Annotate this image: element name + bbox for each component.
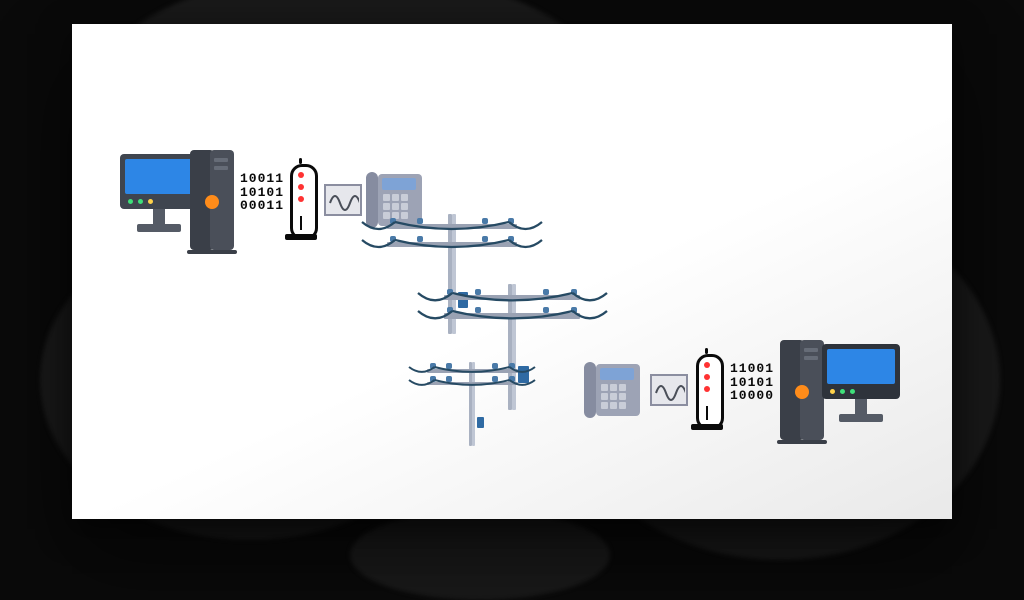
led-icon bbox=[148, 199, 153, 204]
phone-key bbox=[601, 402, 608, 409]
modem-base bbox=[691, 424, 723, 430]
phone-key bbox=[392, 194, 399, 201]
led-icon bbox=[128, 199, 133, 204]
phone-key bbox=[610, 384, 617, 391]
modem-antenna-icon bbox=[299, 158, 302, 164]
phone-key bbox=[383, 203, 390, 210]
monitor-stand-base bbox=[839, 414, 883, 422]
phone-key bbox=[619, 384, 626, 391]
modem-led-icon bbox=[298, 184, 304, 190]
monitor-screen bbox=[827, 349, 895, 384]
tower-drive-bay bbox=[214, 158, 228, 162]
pole-wire bbox=[418, 307, 607, 349]
computer-tower-icon bbox=[780, 340, 824, 440]
modem-vent bbox=[300, 216, 302, 230]
monitor-stand-base bbox=[137, 224, 181, 232]
modem-icon bbox=[696, 348, 728, 436]
modem-vent bbox=[706, 406, 708, 420]
phone-key bbox=[401, 203, 408, 210]
tower-drive-bay bbox=[214, 166, 228, 170]
monitor-led-strip bbox=[830, 387, 855, 395]
tower-drive-bay bbox=[804, 348, 818, 352]
pole-wire bbox=[409, 376, 535, 404]
computer-monitor-icon bbox=[822, 344, 900, 436]
phone-key bbox=[392, 203, 399, 210]
modem-body bbox=[696, 354, 724, 430]
phone-key bbox=[601, 384, 608, 391]
telephone-icon bbox=[584, 364, 640, 416]
phone-key bbox=[619, 393, 626, 400]
led-icon bbox=[138, 199, 143, 204]
phone-key bbox=[601, 393, 608, 400]
binary-data-label: 11001 10101 10000 bbox=[730, 362, 774, 403]
modem-led-icon bbox=[298, 196, 304, 202]
modem-antenna-icon bbox=[705, 348, 708, 354]
phone-key bbox=[383, 194, 390, 201]
power-button-icon bbox=[205, 195, 219, 209]
modem-led-icon bbox=[704, 362, 710, 368]
phone-key bbox=[619, 402, 626, 409]
phone-screen bbox=[600, 368, 634, 380]
analog-signal-icon bbox=[324, 184, 362, 216]
pole-equipment-box bbox=[477, 417, 484, 428]
modem-icon bbox=[290, 158, 322, 246]
tower-foot bbox=[777, 440, 827, 444]
modem-led-icon bbox=[704, 386, 710, 392]
tower-foot bbox=[187, 250, 237, 254]
modem-led-icon bbox=[704, 374, 710, 380]
slide-canvas: 10011 10101 00011 11001 10101 10000 bbox=[72, 24, 952, 519]
monitor-screen bbox=[125, 159, 193, 194]
phone-key bbox=[610, 393, 617, 400]
modem-body bbox=[290, 164, 318, 240]
led-icon bbox=[850, 389, 855, 394]
modem-base bbox=[285, 234, 317, 240]
modem-led-icon bbox=[298, 172, 304, 178]
phone-screen bbox=[382, 178, 416, 190]
phone-key bbox=[610, 402, 617, 409]
pole-wire bbox=[362, 236, 542, 276]
backdrop-blob bbox=[350, 510, 610, 600]
utility-pole-icon bbox=[409, 362, 535, 446]
computer-monitor-icon bbox=[120, 154, 198, 246]
diagram-stage: 10011 10101 00011 11001 10101 10000 bbox=[72, 24, 952, 519]
phone-handset bbox=[584, 362, 596, 418]
led-icon bbox=[840, 389, 845, 394]
monitor-led-strip bbox=[128, 197, 153, 205]
led-icon bbox=[830, 389, 835, 394]
phone-key bbox=[401, 194, 408, 201]
tower-drive-bay bbox=[804, 356, 818, 360]
binary-data-label: 10011 10101 00011 bbox=[240, 172, 284, 213]
power-button-icon bbox=[795, 385, 809, 399]
analog-signal-icon bbox=[650, 374, 688, 406]
computer-tower-icon bbox=[190, 150, 234, 250]
